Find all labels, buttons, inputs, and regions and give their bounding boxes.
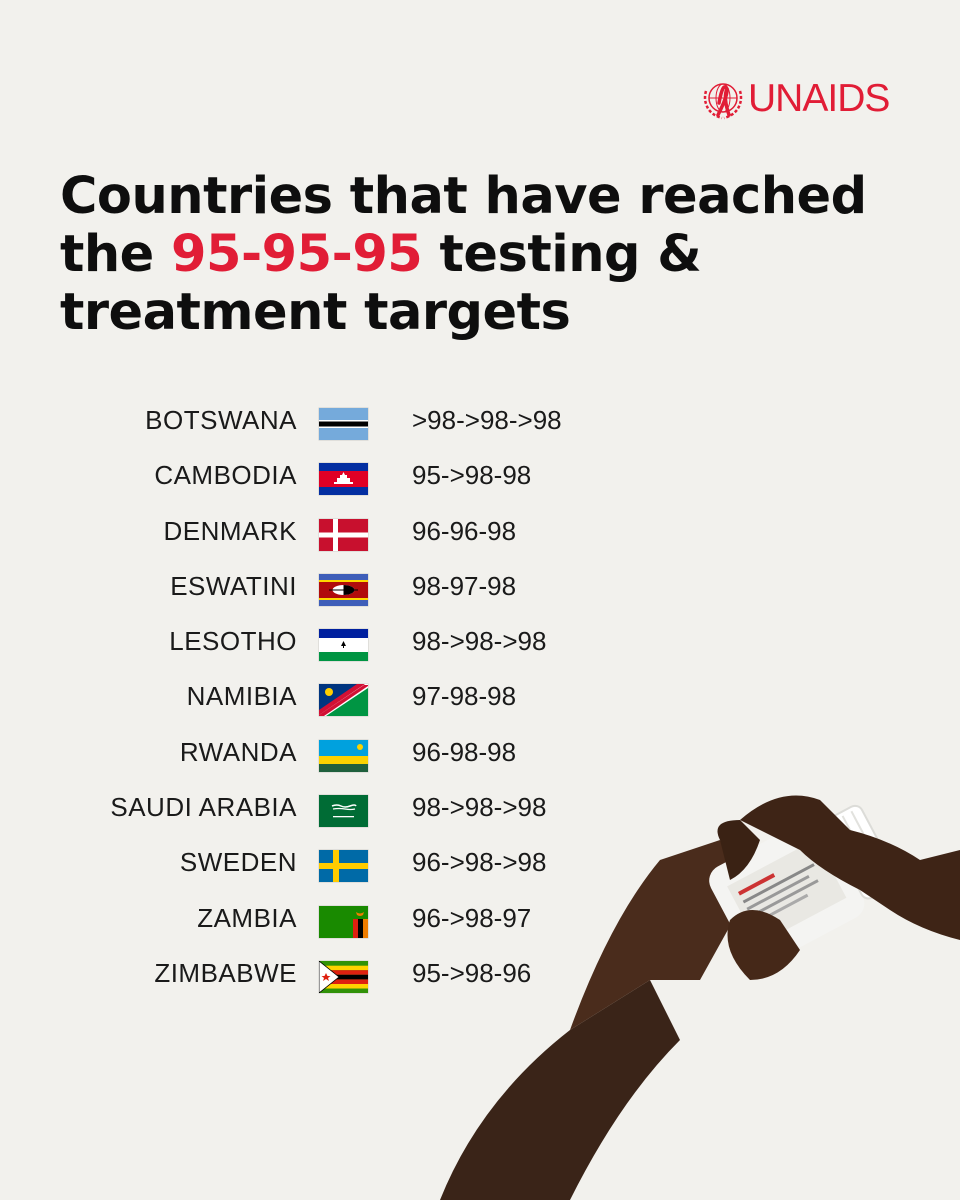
hands-opening-pill-bottle-icon bbox=[440, 795, 960, 1200]
country-name: DENMARK bbox=[163, 515, 297, 546]
list-item: CAMBODIA 95->98-98 bbox=[0, 448, 700, 503]
list-item: ESWATINI 98-97-98 bbox=[0, 559, 700, 614]
logo-text-un: UN bbox=[748, 76, 803, 120]
list-item: RWANDA 96-98-98 bbox=[0, 725, 700, 780]
list-item: NAMIBIA 97-98-98 bbox=[0, 669, 700, 724]
zimbabwe-flag-icon bbox=[319, 960, 368, 993]
target-values: >98->98->98 bbox=[412, 405, 562, 435]
target-values: 96-98-98 bbox=[412, 736, 517, 767]
target-values: 96->98-97 bbox=[412, 902, 532, 933]
lesotho-flag-icon bbox=[319, 629, 368, 662]
saudi-arabia-flag-icon bbox=[319, 795, 368, 828]
title-line-1: Countries that have reached bbox=[60, 167, 867, 226]
country-list: BOTSWANA >98->98->98 CAMBODIA 95->98-98 … bbox=[0, 393, 700, 1001]
country-name: ZAMBIA bbox=[197, 902, 297, 933]
title-line-3: treatment targets bbox=[60, 283, 571, 342]
target-values: 96-96-98 bbox=[412, 515, 517, 546]
target-values: 95->98-98 bbox=[412, 460, 532, 491]
target-values: 95->98-96 bbox=[412, 957, 532, 988]
cambodia-flag-icon bbox=[319, 463, 368, 496]
target-values: 96->98->98 bbox=[412, 847, 547, 878]
unaids-logo: UNAIDS bbox=[700, 74, 890, 122]
list-item: DENMARK 96-96-98 bbox=[0, 504, 700, 559]
botswana-flag-icon bbox=[319, 408, 368, 440]
list-item: SWEDEN 96->98->98 bbox=[0, 835, 700, 890]
list-item: ZIMBABWE 95->98-96 bbox=[0, 946, 700, 1001]
country-name: SAUDI ARABIA bbox=[110, 792, 297, 823]
country-name: RWANDA bbox=[179, 736, 297, 767]
eswatini-flag-icon bbox=[319, 573, 368, 606]
zambia-flag-icon bbox=[319, 905, 368, 938]
page-title: Countries that have reached the 95-95-95… bbox=[60, 168, 920, 342]
list-item: BOTSWANA >98->98->98 bbox=[0, 393, 700, 448]
country-name: NAMIBIA bbox=[186, 681, 297, 712]
country-name: LESOTHO bbox=[169, 626, 297, 657]
list-item: LESOTHO 98->98->98 bbox=[0, 614, 700, 669]
denmark-flag-icon bbox=[319, 518, 368, 551]
target-values: 98-97-98 bbox=[412, 570, 517, 601]
target-values: 97-98-98 bbox=[412, 681, 517, 712]
logo-wordmark: UNAIDS bbox=[748, 76, 890, 120]
country-name: BOTSWANA bbox=[145, 405, 297, 435]
country-name: CAMBODIA bbox=[154, 460, 297, 491]
title-line-2-pre: the bbox=[60, 225, 172, 284]
country-name: SWEDEN bbox=[179, 847, 297, 878]
target-values: 98->98->98 bbox=[412, 626, 547, 657]
list-item: SAUDI ARABIA 98->98->98 bbox=[0, 780, 700, 835]
country-name: ZIMBABWE bbox=[154, 957, 297, 988]
sweden-flag-icon bbox=[319, 850, 368, 883]
list-item: ZAMBIA 96->98-97 bbox=[0, 891, 700, 946]
title-highlight: 95-95-95 bbox=[171, 225, 423, 284]
namibia-flag-icon bbox=[319, 684, 368, 717]
title-line-2-post: testing & bbox=[422, 225, 702, 284]
target-values: 98->98->98 bbox=[412, 792, 547, 823]
country-name: ESWATINI bbox=[170, 570, 297, 601]
logo-text-aids: AIDS bbox=[802, 76, 890, 120]
red-ribbon-wreath-icon bbox=[703, 83, 743, 120]
rwanda-flag-icon bbox=[319, 739, 368, 772]
